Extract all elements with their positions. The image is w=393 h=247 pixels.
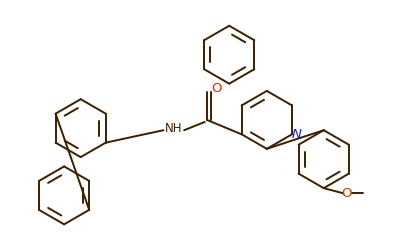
- Text: O: O: [341, 187, 352, 200]
- Text: N: N: [292, 128, 302, 141]
- Text: NH: NH: [165, 122, 182, 135]
- Text: O: O: [211, 82, 221, 95]
